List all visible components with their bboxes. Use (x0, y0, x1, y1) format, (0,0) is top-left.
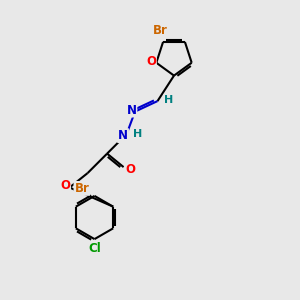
Text: O: O (146, 55, 156, 68)
Text: Cl: Cl (89, 242, 101, 255)
Text: H: H (134, 129, 142, 139)
Text: O: O (60, 178, 70, 192)
Text: Br: Br (74, 182, 89, 195)
Text: N: N (118, 129, 128, 142)
Text: H: H (164, 94, 173, 105)
Text: Br: Br (153, 24, 168, 37)
Text: O: O (125, 163, 135, 176)
Text: N: N (126, 103, 136, 117)
